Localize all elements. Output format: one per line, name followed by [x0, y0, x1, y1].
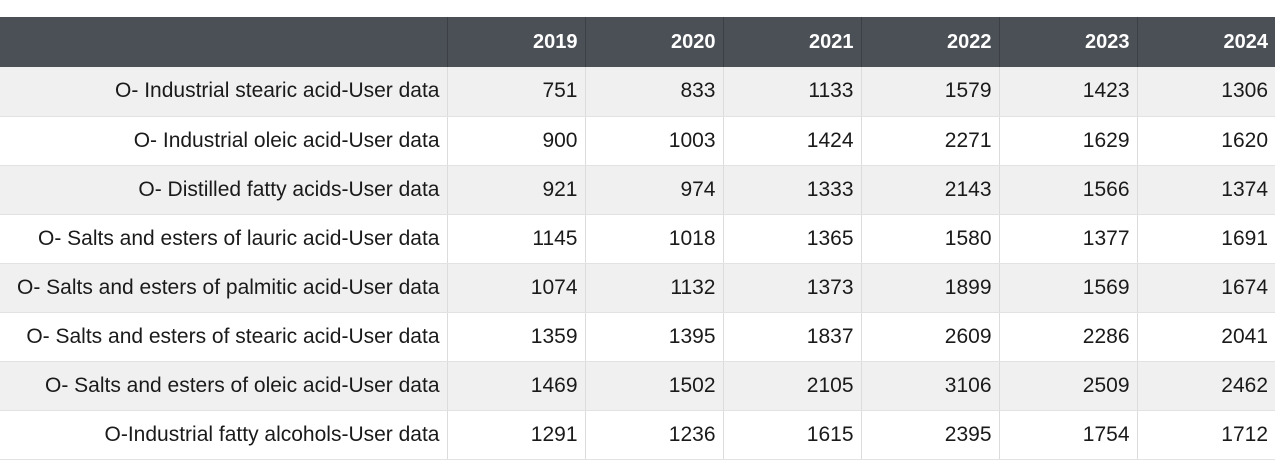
table-cell-value: 1569: [998, 263, 1137, 313]
table-cell-value: 1502: [584, 361, 723, 411]
table-cell-value: 1424: [722, 116, 861, 166]
table-cell-value: 1691: [1136, 214, 1275, 264]
table-cell-value: 1712: [1136, 410, 1275, 460]
table-cell-value: 1074: [446, 263, 585, 313]
table-cell-value: 1566: [998, 165, 1137, 215]
row-label: O- Salts and esters of oleic acid-User d…: [0, 361, 447, 411]
header-cell-year: 2021: [722, 17, 861, 67]
header-cell-year: 2024: [1136, 17, 1275, 67]
table-cell-value: 1236: [584, 410, 723, 460]
table-row: O- Distilled fatty acids-User data 921 974…: [0, 165, 1275, 215]
table-cell-value: 2509: [998, 361, 1137, 411]
table-row: O- Industrial stearic acid-User data 751 8…: [0, 67, 1275, 117]
table-cell-value: 2462: [1136, 361, 1275, 411]
table-cell-value: 1018: [584, 214, 723, 264]
table-row: O- Salts and esters of lauric acid-User …: [0, 214, 1275, 264]
table-cell-value: 1754: [998, 410, 1137, 460]
table-cell-value: 1629: [998, 116, 1137, 166]
table-cell-value: 2271: [860, 116, 999, 166]
table-cell-value: 1306: [1136, 67, 1275, 117]
table-cell-value: 1423: [998, 67, 1137, 117]
table-cell-value: 1365: [722, 214, 861, 264]
table-cell-value: 1620: [1136, 116, 1275, 166]
table-header-row: 2019 2020 2021 2022 2023 2024: [0, 17, 1275, 67]
table-cell-value: 1837: [722, 312, 861, 362]
table-cell-value: 1615: [722, 410, 861, 460]
table-cell-value: 1291: [446, 410, 585, 460]
table-cell-value: 2609: [860, 312, 999, 362]
table-cell-value: 974: [584, 165, 723, 215]
header-cell-year: 2020: [584, 17, 723, 67]
table-row: O- Salts and esters of stearic acid-User…: [0, 312, 1275, 362]
data-table: 2019 2020 2021 2022 2023 2024 O- Industrial s…: [0, 17, 1275, 460]
table-cell-value: 3106: [860, 361, 999, 411]
data-table-container: 2019 2020 2021 2022 2023 2024 O- Industrial s…: [0, 17, 1275, 460]
table-cell-value: 2395: [860, 410, 999, 460]
table-cell-value: 1674: [1136, 263, 1275, 313]
table-row: O- Salts and esters of palmitic acid-Use…: [0, 263, 1275, 313]
table-cell-value: 1374: [1136, 165, 1275, 215]
row-label: O- Salts and esters of stearic acid-User…: [0, 312, 447, 362]
table-cell-value: 1580: [860, 214, 999, 264]
header-cell-year: 2023: [998, 17, 1137, 67]
table-cell-value: 833: [584, 67, 723, 117]
table-cell-value: 1373: [722, 263, 861, 313]
table-cell-value: 751: [446, 67, 585, 117]
table-cell-value: 2041: [1136, 312, 1275, 362]
table-cell-value: 921: [446, 165, 585, 215]
row-label: O- Industrial stearic acid-User data: [0, 67, 447, 117]
table-cell-value: 1579: [860, 67, 999, 117]
table-cell-value: 1469: [446, 361, 585, 411]
row-label: O- Industrial oleic acid-User data: [0, 116, 447, 166]
table-cell-value: 2143: [860, 165, 999, 215]
row-label: O- Distilled fatty acids-User data: [0, 165, 447, 215]
table-cell-value: 1132: [584, 263, 723, 313]
table-row: O-Industrial fatty alcohols-User data 129…: [0, 410, 1275, 460]
table-cell-value: 1395: [584, 312, 723, 362]
table-cell-value: 1377: [998, 214, 1137, 264]
table-cell-value: 1133: [722, 67, 861, 117]
table-cell-value: 2286: [998, 312, 1137, 362]
table-cell-value: 900: [446, 116, 585, 166]
table-row: O- Salts and esters of oleic acid-User d…: [0, 361, 1275, 411]
table-body: O- Industrial stearic acid-User data 751 8…: [0, 67, 1275, 460]
header-cell-year: 2022: [860, 17, 999, 67]
table-cell-value: 1003: [584, 116, 723, 166]
header-cell-label: [0, 17, 447, 67]
table-cell-value: 1359: [446, 312, 585, 362]
table-cell-value: 2105: [722, 361, 861, 411]
header-cell-year: 2019: [446, 17, 585, 67]
table-cell-value: 1333: [722, 165, 861, 215]
table-cell-value: 1899: [860, 263, 999, 313]
row-label: O-Industrial fatty alcohols-User data: [0, 410, 447, 460]
table-row: O- Industrial oleic acid-User data 900 100…: [0, 116, 1275, 166]
row-label: O- Salts and esters of lauric acid-User …: [0, 214, 447, 264]
row-label: O- Salts and esters of palmitic acid-Use…: [0, 263, 447, 313]
table-cell-value: 1145: [446, 214, 585, 264]
